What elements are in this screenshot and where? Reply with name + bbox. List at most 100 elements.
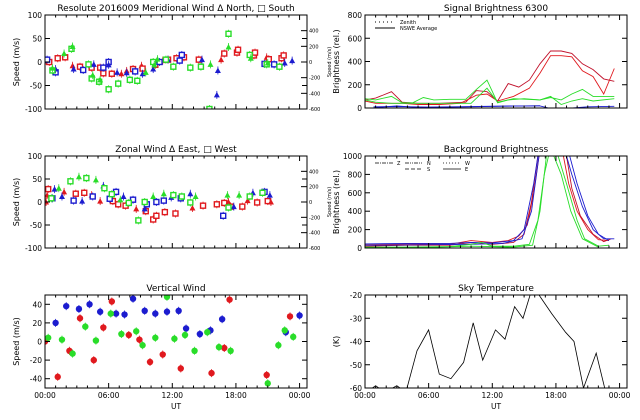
series-line-red2 xyxy=(365,55,615,105)
series-line-blue1 xyxy=(365,156,615,245)
circle-marker xyxy=(90,356,97,364)
y-tick-label: -50 xyxy=(350,361,362,370)
data-point xyxy=(191,346,198,355)
square-marker xyxy=(48,195,55,202)
data-point xyxy=(129,295,137,303)
data-point xyxy=(163,295,171,301)
triangle-marker xyxy=(58,193,65,199)
data-point xyxy=(221,49,228,58)
data-point xyxy=(83,174,90,183)
data-point xyxy=(253,198,261,207)
data-point xyxy=(146,357,154,366)
triangle-marker xyxy=(117,196,124,203)
y-tick-label: -50 xyxy=(30,82,42,91)
data-point xyxy=(224,191,231,200)
square-marker xyxy=(280,52,287,59)
series-line-green1 xyxy=(365,156,610,248)
triangle-marker xyxy=(61,188,68,195)
y-tick-label: 0 xyxy=(37,198,42,207)
data-point xyxy=(90,356,97,365)
chart-zonal: Zonal Wind Δ East, □ West 100 50 0 -50 -100 Sp… xyxy=(12,145,333,253)
triangle-marker xyxy=(289,57,296,64)
circle-marker xyxy=(92,337,100,344)
triangle-marker xyxy=(89,72,96,78)
triangle-marker xyxy=(69,43,76,49)
y-tick-label: 400 xyxy=(348,207,363,216)
data-point xyxy=(220,211,227,220)
square-marker xyxy=(153,212,160,220)
data-point xyxy=(55,184,62,193)
circle-marker xyxy=(152,310,159,317)
data-point xyxy=(72,189,79,198)
circle-marker xyxy=(69,350,76,357)
circle-marker xyxy=(82,323,89,330)
square-marker xyxy=(153,198,160,206)
square-marker xyxy=(197,63,205,70)
circle-marker xyxy=(163,295,171,301)
square-marker xyxy=(225,204,232,211)
data-point xyxy=(239,202,246,211)
square-marker xyxy=(54,55,61,62)
data-point xyxy=(100,63,107,72)
plot-area xyxy=(372,295,606,388)
data-point xyxy=(178,192,186,201)
circle-marker xyxy=(121,311,128,318)
circle-marker xyxy=(100,324,107,331)
data-point xyxy=(264,58,271,67)
circle-marker xyxy=(118,330,125,338)
circle-marker xyxy=(286,313,294,320)
series-line-sky xyxy=(372,295,606,388)
data-point xyxy=(163,307,171,316)
data-point xyxy=(67,177,74,186)
y-tick-label: 0 xyxy=(37,338,42,347)
series-line-green2 xyxy=(365,87,615,106)
circle-marker xyxy=(227,347,234,354)
circle-marker xyxy=(263,371,270,379)
data-point xyxy=(49,64,56,73)
data-point xyxy=(160,196,168,205)
data-point xyxy=(141,306,148,315)
data-point xyxy=(105,85,112,94)
y2-tick-label: 0 xyxy=(309,60,312,66)
circle-marker xyxy=(86,301,93,308)
square-marker xyxy=(276,63,283,70)
circle-marker xyxy=(204,329,211,336)
triangle-marker xyxy=(150,193,157,199)
y-axis-label: Speed (m/s) xyxy=(12,317,21,366)
legend-label: S xyxy=(427,167,430,173)
data-point xyxy=(215,343,223,352)
data-point xyxy=(142,68,149,77)
data-point xyxy=(170,191,177,200)
circle-marker xyxy=(215,343,223,351)
chart-sky: Sky Temperature -20 -30 -40 -50 -60 (K) 00:00 06… xyxy=(332,284,631,411)
y-tick-label: 50 xyxy=(32,175,42,184)
triangle-marker xyxy=(213,91,220,98)
data-point xyxy=(70,196,77,205)
y2-tick-label: -400 xyxy=(309,231,320,237)
data-point xyxy=(259,188,266,197)
data-point xyxy=(58,335,66,344)
y2-tick-label: -400 xyxy=(309,91,320,97)
data-point xyxy=(123,68,130,77)
data-point xyxy=(226,295,233,304)
data-point xyxy=(54,54,61,63)
data-point xyxy=(213,200,221,209)
data-point xyxy=(107,309,114,318)
y-tick-label: 200 xyxy=(348,226,363,235)
triangle-marker xyxy=(105,61,112,68)
data-point xyxy=(192,192,199,201)
plot-frame xyxy=(364,294,628,389)
square-marker xyxy=(161,208,169,216)
circle-marker xyxy=(264,380,271,387)
square-marker xyxy=(85,61,92,68)
series-line-green1 xyxy=(365,79,615,104)
data-point xyxy=(133,327,140,336)
data-point xyxy=(218,55,225,64)
data-point xyxy=(76,314,84,323)
triangle-marker xyxy=(90,61,97,67)
circle-marker xyxy=(75,305,83,313)
triangle-marker xyxy=(142,69,149,75)
data-point xyxy=(153,198,160,206)
x-tick-label: 06:00 xyxy=(418,391,440,400)
data-point xyxy=(126,75,134,84)
